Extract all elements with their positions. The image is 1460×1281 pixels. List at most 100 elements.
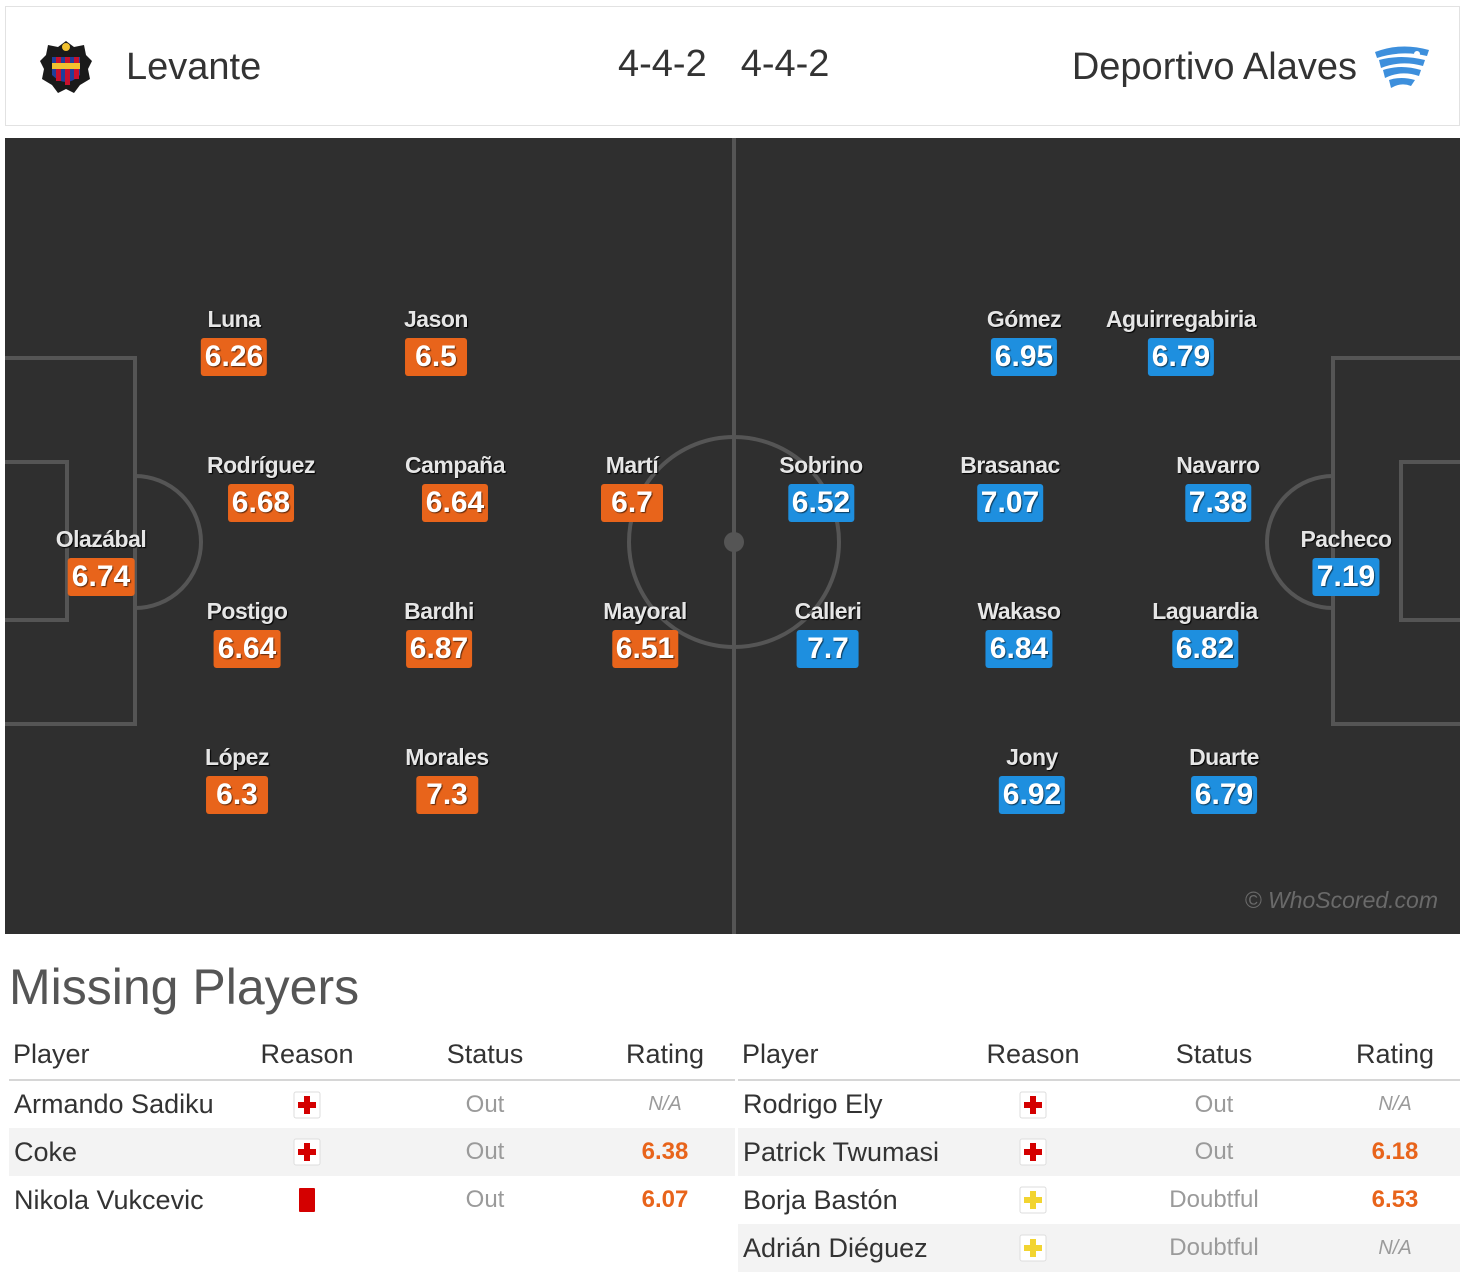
- player-name: López: [205, 744, 269, 770]
- player-cell[interactable]: Nikola Vukcevic: [14, 1184, 204, 1215]
- player-rating: 6.95: [990, 338, 1058, 376]
- home-team[interactable]: Levante: [34, 35, 261, 99]
- column-header-status[interactable]: Status: [375, 1030, 595, 1081]
- rating-cell: 6.18: [1330, 1128, 1460, 1176]
- injury-icon: [1019, 1138, 1047, 1166]
- player-name: Aguirregabiria: [1105, 306, 1257, 332]
- table-row[interactable]: Nikola Vukcevic Out 6.07: [9, 1176, 735, 1224]
- match-header: Levante 4-4-2 4-4-2 Deportivo Alaves: [5, 6, 1460, 126]
- player-rating: 6.26: [200, 338, 268, 376]
- player-rating: 7.38: [1184, 484, 1252, 522]
- player-cell[interactable]: Borja Bastón: [743, 1184, 898, 1215]
- reason-cell: [239, 1128, 375, 1176]
- player-home[interactable]: Jason 6.5: [404, 306, 468, 376]
- table-row[interactable]: Coke Out 6.38: [9, 1128, 735, 1176]
- player-name: Morales: [405, 744, 489, 770]
- table-row[interactable]: Rodrigo Ely Out N/A: [738, 1080, 1460, 1128]
- column-header-rating[interactable]: Rating: [595, 1030, 735, 1081]
- rating-cell: 6.38: [595, 1128, 735, 1176]
- player-away[interactable]: Sobrino 6.52: [779, 452, 863, 522]
- status-cell: Out: [1098, 1128, 1330, 1176]
- player-away[interactable]: Jony 6.92: [998, 744, 1066, 814]
- player-home[interactable]: Rodríguez 6.68: [207, 452, 315, 522]
- away-team[interactable]: Deportivo Alaves: [1072, 35, 1433, 99]
- column-header-player[interactable]: Player: [9, 1030, 239, 1081]
- player-name: Duarte: [1189, 744, 1259, 770]
- player-name: Campaña: [404, 452, 506, 478]
- player-name: Navarro: [1176, 452, 1260, 478]
- column-header-player[interactable]: Player: [738, 1030, 968, 1081]
- player-rating: 6.87: [405, 630, 473, 668]
- column-header-rating[interactable]: Rating: [1330, 1030, 1460, 1081]
- player-away-gk[interactable]: Pacheco 7.19: [1300, 526, 1392, 596]
- player-rating: 6.82: [1171, 630, 1239, 668]
- player-name: Jony: [1006, 744, 1058, 770]
- away-missing-table: Player Reason Status Rating Rodrigo Ely …: [738, 1030, 1460, 1272]
- home-missing-table: Player Reason Status Rating Armando Sadi…: [9, 1030, 735, 1224]
- player-name: Pacheco: [1300, 526, 1392, 552]
- player-rating: 6.84: [985, 630, 1053, 668]
- column-header-status[interactable]: Status: [1098, 1030, 1330, 1081]
- player-rating: 6.64: [421, 484, 489, 522]
- table-row[interactable]: Armando Sadiku Out N/A: [9, 1080, 735, 1128]
- player-away[interactable]: Calleri 7.7: [795, 598, 862, 668]
- player-away[interactable]: Laguardia 6.82: [1152, 598, 1258, 668]
- away-team-name: Deportivo Alaves: [1071, 45, 1357, 88]
- player-name: Bardhi: [404, 598, 474, 624]
- player-cell[interactable]: Coke: [9, 1128, 239, 1176]
- player-cell[interactable]: Armando Sadiku: [14, 1089, 214, 1119]
- reason-cell: [239, 1176, 375, 1224]
- player-home-gk[interactable]: Olazábal 6.74: [56, 526, 147, 596]
- player-rating: 7.7: [796, 630, 859, 668]
- formations: 4-4-2 4-4-2: [618, 43, 829, 86]
- player-away[interactable]: Brasanac 7.07: [960, 452, 1060, 522]
- player-home[interactable]: Campaña 6.64: [404, 452, 506, 522]
- status-cell: Out: [375, 1128, 595, 1176]
- player-rating: 6.68: [227, 484, 295, 522]
- player-rating: 6.92: [998, 776, 1066, 814]
- player-rating: 6.5: [404, 338, 467, 376]
- alaves-crest-icon: [1375, 46, 1429, 88]
- player-rating: 7.19: [1312, 558, 1380, 596]
- status-cell: Out: [465, 1090, 505, 1118]
- table-row[interactable]: Borja Bastón Doubtful 6.53: [738, 1176, 1460, 1224]
- player-name: Olazábal: [55, 526, 147, 552]
- home-team-name: Levante: [126, 45, 262, 88]
- player-cell[interactable]: Rodrigo Ely: [743, 1089, 883, 1119]
- player-cell[interactable]: Adrián Diéguez: [738, 1224, 968, 1272]
- player-cell[interactable]: Patrick Twumasi: [738, 1128, 968, 1176]
- player-rating: 7.3: [416, 776, 478, 814]
- player-rating: 6.74: [67, 558, 135, 596]
- player-rating: 6.52: [787, 484, 855, 522]
- home-formation: 4-4-2: [618, 43, 707, 85]
- player-home[interactable]: Mayoral 6.51: [603, 598, 687, 668]
- away-formation: 4-4-2: [740, 43, 830, 85]
- rating-cell: 6.07: [641, 1186, 689, 1213]
- player-name: Postigo: [206, 598, 288, 624]
- reason-cell: [239, 1080, 375, 1128]
- status-cell: Out: [1194, 1090, 1234, 1118]
- player-name: Calleri: [794, 598, 862, 624]
- table-row[interactable]: Patrick Twumasi Out 6.18: [738, 1128, 1460, 1176]
- player-away[interactable]: Duarte 6.79: [1189, 744, 1259, 814]
- pitch: Olazábal 6.74 Luna 6.26 Rodríguez 6.68 P…: [5, 138, 1460, 934]
- player-home[interactable]: Martí 6.7: [601, 452, 663, 522]
- player-away[interactable]: Gómez 6.95: [987, 306, 1062, 376]
- player-away[interactable]: Wakaso 6.84: [977, 598, 1061, 668]
- player-home[interactable]: López 6.3: [205, 744, 269, 814]
- player-rating: 6.7: [601, 484, 663, 522]
- table-row[interactable]: Adrián Diéguez Doubtful N/A: [738, 1224, 1460, 1272]
- player-home[interactable]: Bardhi 6.87: [404, 598, 474, 668]
- player-home[interactable]: Postigo 6.64: [207, 598, 288, 668]
- player-rating: 6.79: [1190, 776, 1258, 814]
- player-rating: 6.64: [213, 630, 281, 668]
- player-away[interactable]: Aguirregabiria 6.79: [1105, 306, 1257, 376]
- reason-cell: [968, 1224, 1098, 1272]
- player-home[interactable]: Morales 7.3: [405, 744, 489, 814]
- player-home[interactable]: Luna 6.26: [200, 306, 268, 376]
- player-name: Martí: [605, 452, 659, 478]
- column-header-reason[interactable]: Reason: [239, 1030, 375, 1081]
- column-header-reason[interactable]: Reason: [968, 1030, 1098, 1081]
- rating-cell: N/A: [1330, 1224, 1460, 1272]
- player-away[interactable]: Navarro 7.38: [1176, 452, 1260, 522]
